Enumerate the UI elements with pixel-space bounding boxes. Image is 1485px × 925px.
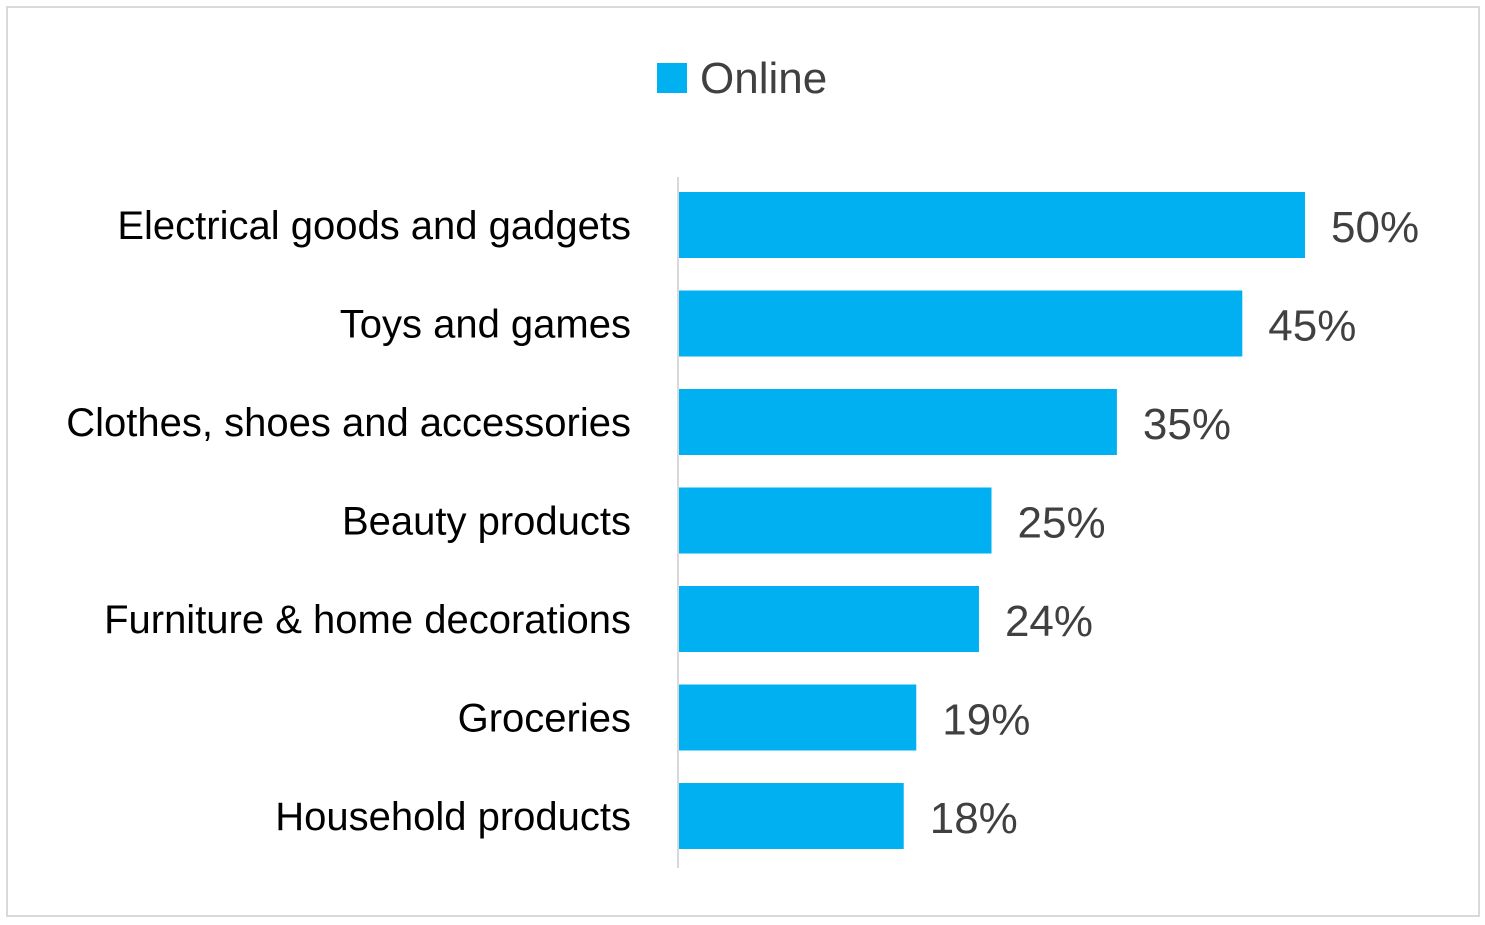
value-label-groceries: 19% [942,696,1030,745]
category-label-household-products: Household products [275,795,631,839]
legend-swatch-online [657,63,687,93]
value-label-electrical-goods-and-gadgets: 50% [1331,203,1419,252]
value-label-household-products: 18% [930,794,1018,843]
value-label-beauty-products: 25% [1018,499,1106,548]
chart-frame [6,6,1480,917]
value-label-toys-and-games: 45% [1268,302,1356,351]
legend: Online [657,54,827,103]
bar-electrical-goods-and-gadgets [679,192,1305,258]
category-label-furniture-home-decorations: Furniture & home decorations [104,598,631,642]
category-label-clothes-shoes-and-accessories: Clothes, shoes and accessories [66,401,631,445]
value-labels: 50% 45% 35% 25% 24% 19% 18% [930,203,1419,843]
bar-clothes-shoes-and-accessories [679,389,1117,455]
category-labels: Electrical goods and gadgets Toys and gam… [66,204,631,839]
bar-furniture-home-decorations [679,586,979,652]
category-label-groceries: Groceries [458,697,631,741]
value-label-furniture-home-decorations: 24% [1005,597,1093,646]
value-label-clothes-shoes-and-accessories: 35% [1143,400,1231,449]
bar-household-products [679,783,904,849]
category-label-toys-and-games: Toys and games [340,303,631,347]
bar-beauty-products [679,487,992,554]
bars-group [679,192,1305,849]
category-label-electrical-goods-and-gadgets: Electrical goods and gadgets [117,204,631,248]
bar-groceries [679,684,917,751]
legend-label-online: Online [700,54,827,103]
category-label-beauty-products: Beauty products [342,500,631,544]
bar-toys-and-games [679,290,1243,357]
